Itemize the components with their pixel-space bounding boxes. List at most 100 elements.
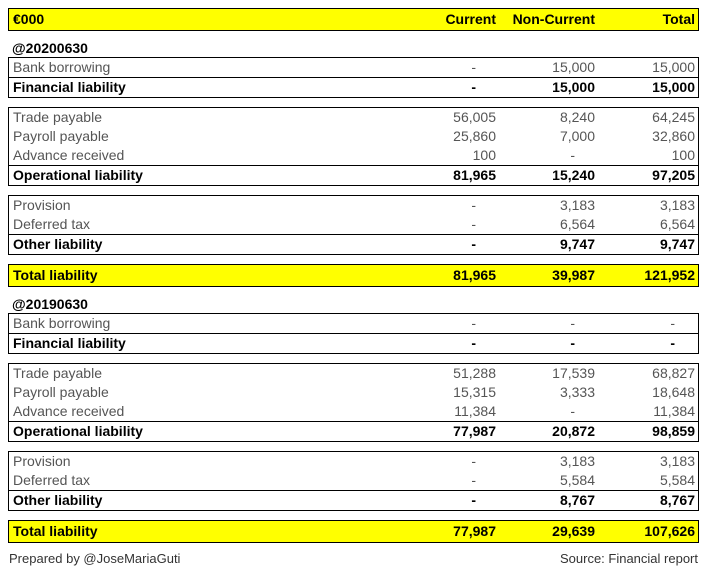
cell-current: - <box>471 79 476 95</box>
table-row: Bank borrowing - 15,000 15,000 <box>9 58 698 77</box>
cell-non-current: - <box>570 403 575 419</box>
cell-total: 100 <box>671 147 695 163</box>
cell-non-current: 3,183 <box>559 197 595 213</box>
cell-non-current: 3,333 <box>559 384 595 400</box>
row-label: Financial liability <box>13 335 126 351</box>
row-label: Operational liability <box>13 423 143 439</box>
cell-non-current: 15,240 <box>552 167 595 183</box>
grand-total-row: Total liability 81,965 39,987 121,952 <box>8 264 699 287</box>
liability-group-box: Bank borrowing - - - Financial liability - - - <box>8 313 699 354</box>
cell-total: 15,000 <box>652 79 695 95</box>
cell-non-current: 9,747 <box>559 236 595 252</box>
subtotal-row: Operational liability 81,965 15,240 97,205 <box>9 165 698 185</box>
cell-non-current: 17,539 <box>552 365 595 381</box>
row-label: Other liability <box>13 492 103 508</box>
cell-non-current: 7,000 <box>559 128 595 144</box>
cell-total: 64,245 <box>652 109 695 125</box>
cell-current: - <box>471 453 476 469</box>
row-label: Total liability <box>13 267 98 283</box>
cell-total: 3,183 <box>659 197 695 213</box>
cell-current: - <box>471 315 476 331</box>
cell-non-current: 15,000 <box>552 59 595 75</box>
cell-non-current: 6,564 <box>559 216 595 232</box>
col-header-non-current: Non-Current <box>512 11 595 27</box>
cell-current: - <box>471 59 476 75</box>
prepared-by-text: Prepared by @JoseMariaGuti <box>9 551 181 566</box>
cell-non-current: 5,584 <box>559 472 595 488</box>
cell-current: 81,965 <box>453 167 496 183</box>
cell-total: 121,952 <box>644 267 695 283</box>
cell-total: - <box>670 335 675 351</box>
table-row: Payroll payable 25,860 7,000 32,860 <box>9 127 698 146</box>
row-label: Advance received <box>13 403 125 419</box>
row-label: Operational liability <box>13 167 143 183</box>
row-label: Bank borrowing <box>13 315 111 331</box>
table-header-row: €000 Current Non-Current Total <box>8 8 699 31</box>
cell-total: 98,859 <box>652 423 695 439</box>
cell-non-current: 29,639 <box>552 523 595 539</box>
cell-current: 25,860 <box>453 128 496 144</box>
row-label: Total liability <box>13 523 98 539</box>
cell-current: 56,005 <box>453 109 496 125</box>
cell-non-current: - <box>570 335 575 351</box>
cell-current: - <box>471 216 476 232</box>
section-date-label: @20190630 <box>12 296 88 312</box>
cell-current: 15,315 <box>453 384 496 400</box>
sections-container: @20200630 Bank borrowing - 15,000 15,000 Fina… <box>8 39 699 543</box>
table-row: Provision - 3,183 3,183 <box>9 452 698 471</box>
table-row: Provision - 3,183 3,183 <box>9 196 698 215</box>
row-label: Other liability <box>13 236 103 252</box>
cell-total: 9,747 <box>659 236 695 252</box>
table-row: Advance received 100 - 100 <box>9 146 698 165</box>
liability-report: €000 Current Non-Current Total @20200630… <box>8 8 699 566</box>
cell-total: 18,648 <box>652 384 695 400</box>
cell-non-current: 3,183 <box>559 453 595 469</box>
cell-current: 51,288 <box>453 365 496 381</box>
grand-total-row: Total liability 77,987 29,639 107,626 <box>8 520 699 543</box>
cell-current: 11,384 <box>454 403 496 419</box>
unit-label: €000 <box>13 11 45 27</box>
row-label: Financial liability <box>13 79 126 95</box>
liability-group-box: Trade payable 56,005 8,240 64,245 Payroll pa… <box>8 107 699 186</box>
cell-current: - <box>471 492 476 508</box>
cell-total: 68,827 <box>652 365 695 381</box>
table-row: Trade payable 56,005 8,240 64,245 <box>9 108 698 127</box>
cell-non-current: 8,240 <box>559 109 595 125</box>
table-row: Advance received 11,384 - 11,384 <box>9 402 698 421</box>
cell-non-current: 15,000 <box>552 79 595 95</box>
cell-total: 97,205 <box>652 167 695 183</box>
cell-current: 77,987 <box>453 423 496 439</box>
cell-total: 32,860 <box>652 128 695 144</box>
liability-group-box: Provision - 3,183 3,183 Deferred tax - 6,564 6,… <box>8 195 699 255</box>
row-label: Payroll payable <box>13 384 109 400</box>
liability-group-box: Bank borrowing - 15,000 15,000 Financial lia… <box>8 57 699 98</box>
row-label: Trade payable <box>13 109 102 125</box>
cell-non-current: 39,987 <box>552 267 595 283</box>
cell-non-current: 8,767 <box>559 492 595 508</box>
cell-total: 11,384 <box>653 403 695 419</box>
cell-current: - <box>471 335 476 351</box>
cell-non-current: - <box>570 315 575 331</box>
row-label: Provision <box>13 453 71 469</box>
liability-group-box: Provision - 3,183 3,183 Deferred tax - 5,584 5,… <box>8 451 699 511</box>
cell-current: - <box>471 236 476 252</box>
subtotal-row: Financial liability - - - <box>9 333 698 353</box>
cell-total: 5,584 <box>659 472 695 488</box>
subtotal-row: Operational liability 77,987 20,872 98,859 <box>9 421 698 441</box>
row-label: Payroll payable <box>13 128 109 144</box>
section-date-label: @20200630 <box>12 40 88 56</box>
cell-current: 81,965 <box>453 267 496 283</box>
row-label: Deferred tax <box>13 472 91 488</box>
cell-current: - <box>471 197 476 213</box>
cell-total: 6,564 <box>659 216 695 232</box>
liability-group-box: Trade payable 51,288 17,539 68,827 Payroll p… <box>8 363 699 442</box>
cell-non-current: 20,872 <box>552 423 595 439</box>
table-row: Bank borrowing - - - <box>9 314 698 333</box>
row-label: Bank borrowing <box>13 59 111 75</box>
table-row: Trade payable 51,288 17,539 68,827 <box>9 364 698 383</box>
row-label: Deferred tax <box>13 216 91 232</box>
cell-current: - <box>471 472 476 488</box>
table-row: Deferred tax - 5,584 5,584 <box>9 471 698 490</box>
subtotal-row: Other liability - 8,767 8,767 <box>9 490 698 510</box>
table-row: Deferred tax - 6,564 6,564 <box>9 215 698 234</box>
